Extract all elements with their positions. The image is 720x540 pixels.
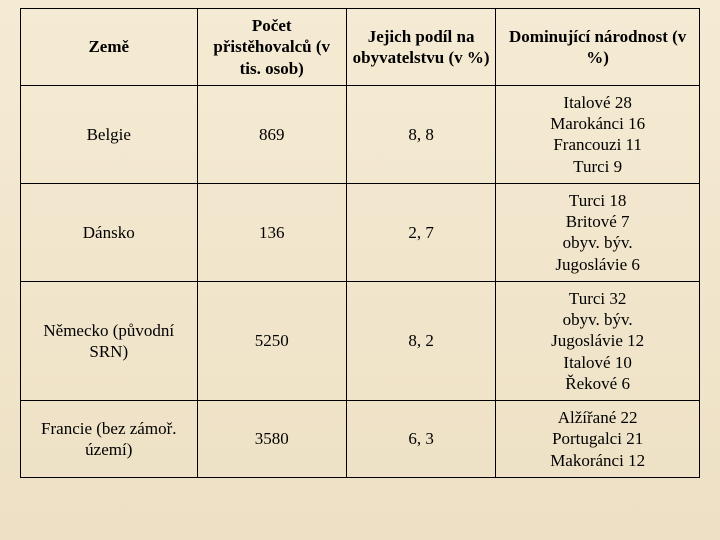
cell-share: 8, 8 [346,85,495,183]
table-row: Německo (původní SRN) 5250 8, 2 Turci 32… [21,281,700,400]
cell-count: 869 [197,85,346,183]
cell-nationality: Turci 32obyv. býv.Jugoslávie 12Italové 1… [496,281,700,400]
cell-nationality: Alžířané 22Portugalci 21Makoránci 12 [496,401,700,478]
cell-nationality: Italové 28Marokánci 16Francouzi 11Turci … [496,85,700,183]
col-header-nationality: Dominující národnost (v %) [496,9,700,86]
cell-share: 6, 3 [346,401,495,478]
col-header-country: Země [21,9,198,86]
immigrants-table: Země Počet přistěhovalců (v tis. osob) J… [20,8,700,478]
cell-share: 2, 7 [346,183,495,281]
cell-nationality: Turci 18Britové 7obyv. býv.Jugoslávie 6 [496,183,700,281]
cell-country: Belgie [21,85,198,183]
table-container: Země Počet přistěhovalců (v tis. osob) J… [0,0,720,486]
table-row: Belgie 869 8, 8 Italové 28Marokánci 16Fr… [21,85,700,183]
table-header-row: Země Počet přistěhovalců (v tis. osob) J… [21,9,700,86]
cell-country: Dánsko [21,183,198,281]
table-row: Francie (bez zámoř. území) 3580 6, 3 Alž… [21,401,700,478]
table-row: Dánsko 136 2, 7 Turci 18Britové 7obyv. b… [21,183,700,281]
cell-count: 3580 [197,401,346,478]
cell-count: 5250 [197,281,346,400]
col-header-share: Jejich podíl na obyvatelstvu (v %) [346,9,495,86]
cell-country: Německo (původní SRN) [21,281,198,400]
cell-share: 8, 2 [346,281,495,400]
col-header-count: Počet přistěhovalců (v tis. osob) [197,9,346,86]
cell-count: 136 [197,183,346,281]
cell-country: Francie (bez zámoř. území) [21,401,198,478]
